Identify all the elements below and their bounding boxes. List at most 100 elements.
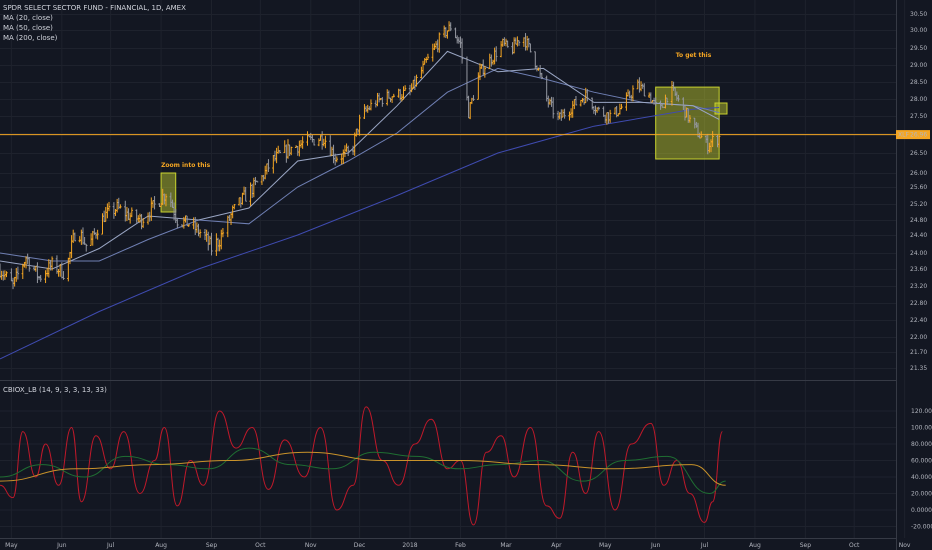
ohlc-bar (176, 218, 179, 229)
ohlc-bar (273, 150, 277, 162)
osc-signal-line (0, 447, 726, 495)
price-tick-label: 24.40 (910, 232, 927, 239)
ohlc-bar (216, 237, 220, 252)
time-tick-label: Sep (800, 542, 812, 549)
ohlc-bar (434, 41, 438, 49)
ohlc-bar (107, 201, 111, 212)
ohlc-bar (296, 146, 299, 156)
ohlc-bar (91, 230, 94, 246)
price-tick-label: 26.00 (910, 170, 927, 177)
oscillator-lines (0, 406, 726, 526)
osc-fast-line (0, 406, 723, 526)
grid-lines (0, 0, 906, 538)
ohlc-bar (636, 79, 639, 90)
ohlc-bar (499, 41, 503, 58)
ohlc-bar (495, 46, 498, 62)
price-tick-label: 24.00 (910, 250, 927, 257)
ohlc-bar (146, 212, 150, 225)
ohlc-bar (607, 112, 610, 124)
ohlc-bar (574, 95, 578, 106)
ohlc-bar (278, 149, 282, 154)
price-tick-label: 28.00 (910, 96, 927, 103)
ohlc-bar (277, 145, 280, 154)
ohlc-bar (73, 232, 77, 242)
osc-tick-label: 60.0000 (911, 458, 932, 465)
ohlc-bar (358, 114, 361, 136)
ohlc-bar (620, 103, 623, 110)
ma200-legend[interactable]: MA (200, close) (3, 34, 58, 42)
ohlc-bar (226, 215, 229, 238)
ohlc-bar (488, 53, 491, 70)
ohlc-bar (460, 38, 464, 64)
ohlc-bar (512, 37, 516, 54)
ohlc-bar (220, 229, 223, 250)
osc-tick-label: 40.0000 (911, 474, 932, 481)
ohlc-bar (115, 198, 119, 213)
ohlc-bar (264, 165, 267, 180)
ohlc-bar (540, 72, 543, 80)
ohlc-bar (312, 138, 316, 146)
time-tick-label: Apr (551, 542, 562, 549)
ohlc-bar (377, 92, 381, 103)
ohlc-bar (638, 77, 641, 93)
ohlc-bar (57, 269, 60, 277)
ma200-line (0, 107, 720, 360)
ohlc-bar (527, 38, 530, 48)
ohlc-bar (631, 85, 635, 102)
ma20-legend[interactable]: MA (20, close) (3, 14, 53, 22)
time-tick-label: Jun (650, 542, 661, 549)
time-tick-label: Jul (700, 542, 709, 549)
ohlc-bar (332, 144, 335, 164)
ohlc-bar (15, 267, 18, 282)
ohlc-bar (210, 232, 213, 256)
ohlc-bar (454, 27, 457, 39)
symbol-title[interactable]: SPDR SELECT SECTOR FUND - FINANCIAL, 1D,… (3, 4, 186, 12)
ohlc-bar (431, 43, 434, 62)
ohlc-bar (392, 93, 395, 98)
price-tick-label: 27.50 (910, 113, 927, 120)
price-tick-label: 22.80 (910, 300, 927, 307)
time-tick-label: 2018 (402, 542, 417, 549)
ohlc-bar (649, 92, 653, 104)
ohlc-bar (711, 131, 714, 148)
ohlc-bar (438, 32, 441, 53)
ma50-legend[interactable]: MA (50, close) (3, 24, 53, 32)
ohlc-bar (215, 233, 218, 256)
ohlc-bar (613, 107, 617, 115)
time-tick-label: Nov (305, 542, 317, 549)
ohlc-bar (288, 144, 291, 157)
ohlc-bar (44, 270, 47, 284)
ohlc-bar (322, 138, 325, 147)
ohlc-bar (317, 138, 321, 147)
ohlc-bar (130, 207, 133, 218)
osc-tick-label: 120.0000 (911, 408, 932, 415)
time-tick-label: Jul (106, 542, 115, 549)
ohlc-bar (106, 203, 109, 219)
ohlc-bar (381, 97, 384, 107)
indicator-legend: CBIOX_LB (14, 9, 3, 3, 13, 33) (3, 385, 107, 395)
ohlc-bar (538, 65, 542, 78)
ohlc-bar (472, 95, 475, 101)
price-tick-label: 28.50 (910, 79, 927, 86)
ohlc-bar (343, 145, 347, 158)
ohlc-bar (457, 37, 461, 44)
ohlc-bar (104, 207, 107, 222)
indicator-title[interactable]: CBIOX_LB (14, 9, 3, 3, 13, 33) (3, 386, 107, 394)
ohlc-bar (335, 156, 338, 163)
annotation-left: Zoom into this (161, 162, 211, 169)
price-tick-label: 23.60 (910, 266, 927, 273)
ohlc-bar (604, 114, 607, 124)
ohlc-bar (516, 36, 519, 47)
price-tick-label: 22.40 (910, 317, 927, 324)
ohlc-bar (13, 276, 16, 287)
ohlc-bar (602, 106, 605, 117)
ohlc-bar (244, 186, 247, 202)
ohlc-bar (560, 109, 563, 121)
ohlc-bar (208, 235, 212, 245)
time-tick-label: Aug (155, 542, 167, 549)
ohlc-bar (522, 37, 526, 47)
time-tick-label: Sep (206, 542, 218, 549)
ohlc-bar (556, 110, 560, 121)
ohlc-bar (250, 183, 254, 199)
